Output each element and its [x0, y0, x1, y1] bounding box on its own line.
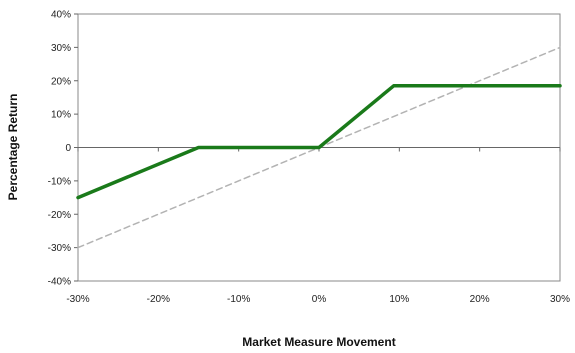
- y-tick-label: 20%: [51, 76, 71, 87]
- x-tick-label: 20%: [470, 294, 490, 305]
- x-axis-title: Market Measure Movement: [242, 335, 395, 349]
- y-axis-title: Percentage Return: [6, 94, 20, 201]
- y-tick-label: -40%: [48, 277, 71, 288]
- x-tick-label: 10%: [389, 294, 409, 305]
- note-return-line: [76, 84, 562, 200]
- y-tick-label: -30%: [48, 243, 71, 254]
- series-layer: [76, 46, 562, 249]
- x-tick-label: 0%: [312, 294, 327, 305]
- x-tick-label: 30%: [550, 294, 570, 305]
- y-axis: 40% 30% 20% 10% 0 -10% -20% -30% -40%: [48, 10, 78, 288]
- x-tick-label: -20%: [147, 294, 170, 305]
- y-tick-label: 10%: [51, 110, 71, 121]
- y-tick-label: -20%: [48, 210, 71, 221]
- y-tick-label: -10%: [48, 176, 71, 187]
- x-tick-label: -30%: [66, 294, 89, 305]
- y-tick-label: 0: [65, 143, 71, 154]
- x-tick-label: -10%: [227, 294, 250, 305]
- y-tick-label: 30%: [51, 43, 71, 54]
- y-tick-label: 40%: [51, 10, 71, 21]
